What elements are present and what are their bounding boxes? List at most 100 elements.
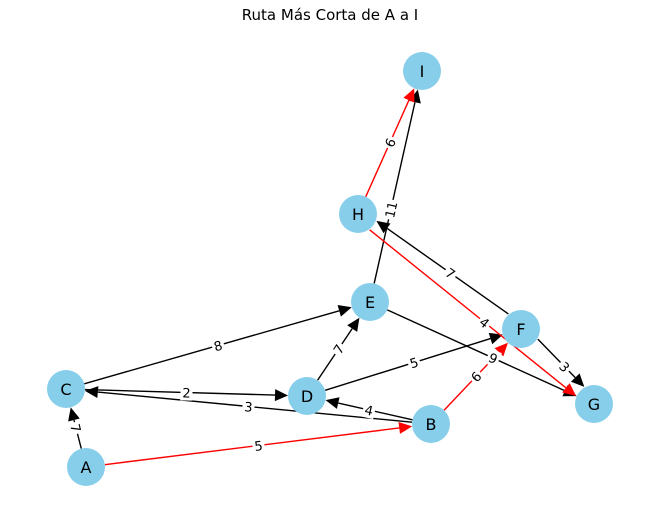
arrowhead-icon [84,386,99,399]
node-e: E [351,283,389,321]
edge-h-g [369,229,577,396]
edge-labels-layer: 7 5 8 2 3 4 6 7 5 11 9 7 3 4 6 [66,133,575,455]
node-i: I [403,52,441,90]
edge-weight-label: 6 [466,366,486,387]
edge-line [84,310,340,385]
edge-weight-label: 8 [210,336,226,356]
node-circle [351,283,389,321]
edge-weight-text: 8 [212,339,224,356]
edge-weight-label: 7 [441,263,461,284]
arrowhead-icon [325,397,340,409]
edge-line [373,102,416,284]
edge-weight-label: 11 [380,198,401,222]
edge-d-e [316,317,360,381]
edge-label-background [554,356,575,377]
node-d: D [288,377,326,415]
edge-b-d [325,397,413,421]
arrowhead-icon [337,305,352,317]
node-circle [339,195,377,233]
edge-weight-label: 3 [554,356,575,377]
node-circle [47,370,85,408]
edge-h-i [365,88,415,197]
edge-label-background [241,397,256,416]
edge-weight-label: 4 [474,312,495,333]
node-g: G [575,385,613,423]
edge-label-background [380,198,401,222]
node-label: I [420,62,425,81]
edge-a-b [104,422,413,466]
node-circle [403,52,441,90]
node-label: F [516,320,525,339]
node-label: E [365,293,375,312]
edge-label-background [380,133,400,152]
edge-label-background [328,339,349,359]
node-circle [502,310,540,348]
edge-weight-label: 7 [66,420,86,436]
node-c: C [47,370,85,408]
edge-d-f [324,332,503,391]
diagram-title: Ruta Más Corta de A a I [241,6,419,24]
arrowhead-icon [398,422,413,434]
edge-weight-text: 3 [555,360,572,376]
node-circle [412,405,450,443]
edge-e-i [373,89,421,284]
edge-f-h [376,220,509,315]
edge-label-background [441,263,461,284]
edge-weight-text: 4 [363,403,374,419]
edge-weight-label: 2 [180,384,193,402]
edge-label-background [180,384,193,401]
edge-line [84,388,276,396]
node-label: A [81,458,92,477]
node-h: H [339,195,377,233]
edge-weight-label: 5 [251,436,266,455]
edge-weight-text: 5 [254,439,264,455]
arrowhead-icon [488,332,503,345]
edge-label-background [361,400,377,420]
edge-line [537,338,576,379]
edge-label-background [484,348,502,368]
edge-b-c [84,386,413,423]
edges-layer [68,88,585,466]
edge-label-background [474,312,495,333]
nodes-layer: A B C D E F G H I [47,52,613,486]
node-label: G [588,395,600,414]
edge-weight-label: 6 [380,133,400,152]
node-b: B [412,405,450,443]
node-a: A [67,448,105,486]
edge-label-background [466,366,486,387]
arrowhead-icon [68,407,80,422]
edge-weight-text: 7 [66,422,83,434]
edge-weight-text: 3 [244,400,254,416]
edge-line [104,427,400,466]
edge-c-e [84,305,352,385]
edge-line [369,229,567,389]
edge-weight-label: 9 [484,348,502,368]
edge-f-g [537,338,585,387]
edge-c-d [84,388,289,402]
arrowhead-icon [562,383,577,396]
edge-label-background [210,336,226,355]
node-circle [288,377,326,415]
node-circle [575,385,613,423]
node-label: B [426,415,437,434]
arrowhead-icon [347,317,360,332]
arrowhead-icon [403,88,415,103]
edge-weight-label: 4 [361,400,377,420]
edge-weight-label: 3 [241,397,256,416]
node-f: F [502,310,540,348]
edge-line [387,309,566,392]
node-label: C [60,380,71,399]
edge-line [338,402,413,421]
edge-weight-text: 2 [182,386,191,401]
edge-weight-text: 11 [383,200,401,219]
arrowhead-icon [494,342,508,357]
edge-line [97,391,413,423]
arrowhead-icon [376,220,391,234]
edge-line [324,337,491,391]
node-circle [67,448,105,486]
edge-weight-label: 5 [405,353,423,372]
edge-weight-label: 7 [328,339,349,359]
edge-label-background [66,420,86,436]
edge-label-background [251,436,266,455]
